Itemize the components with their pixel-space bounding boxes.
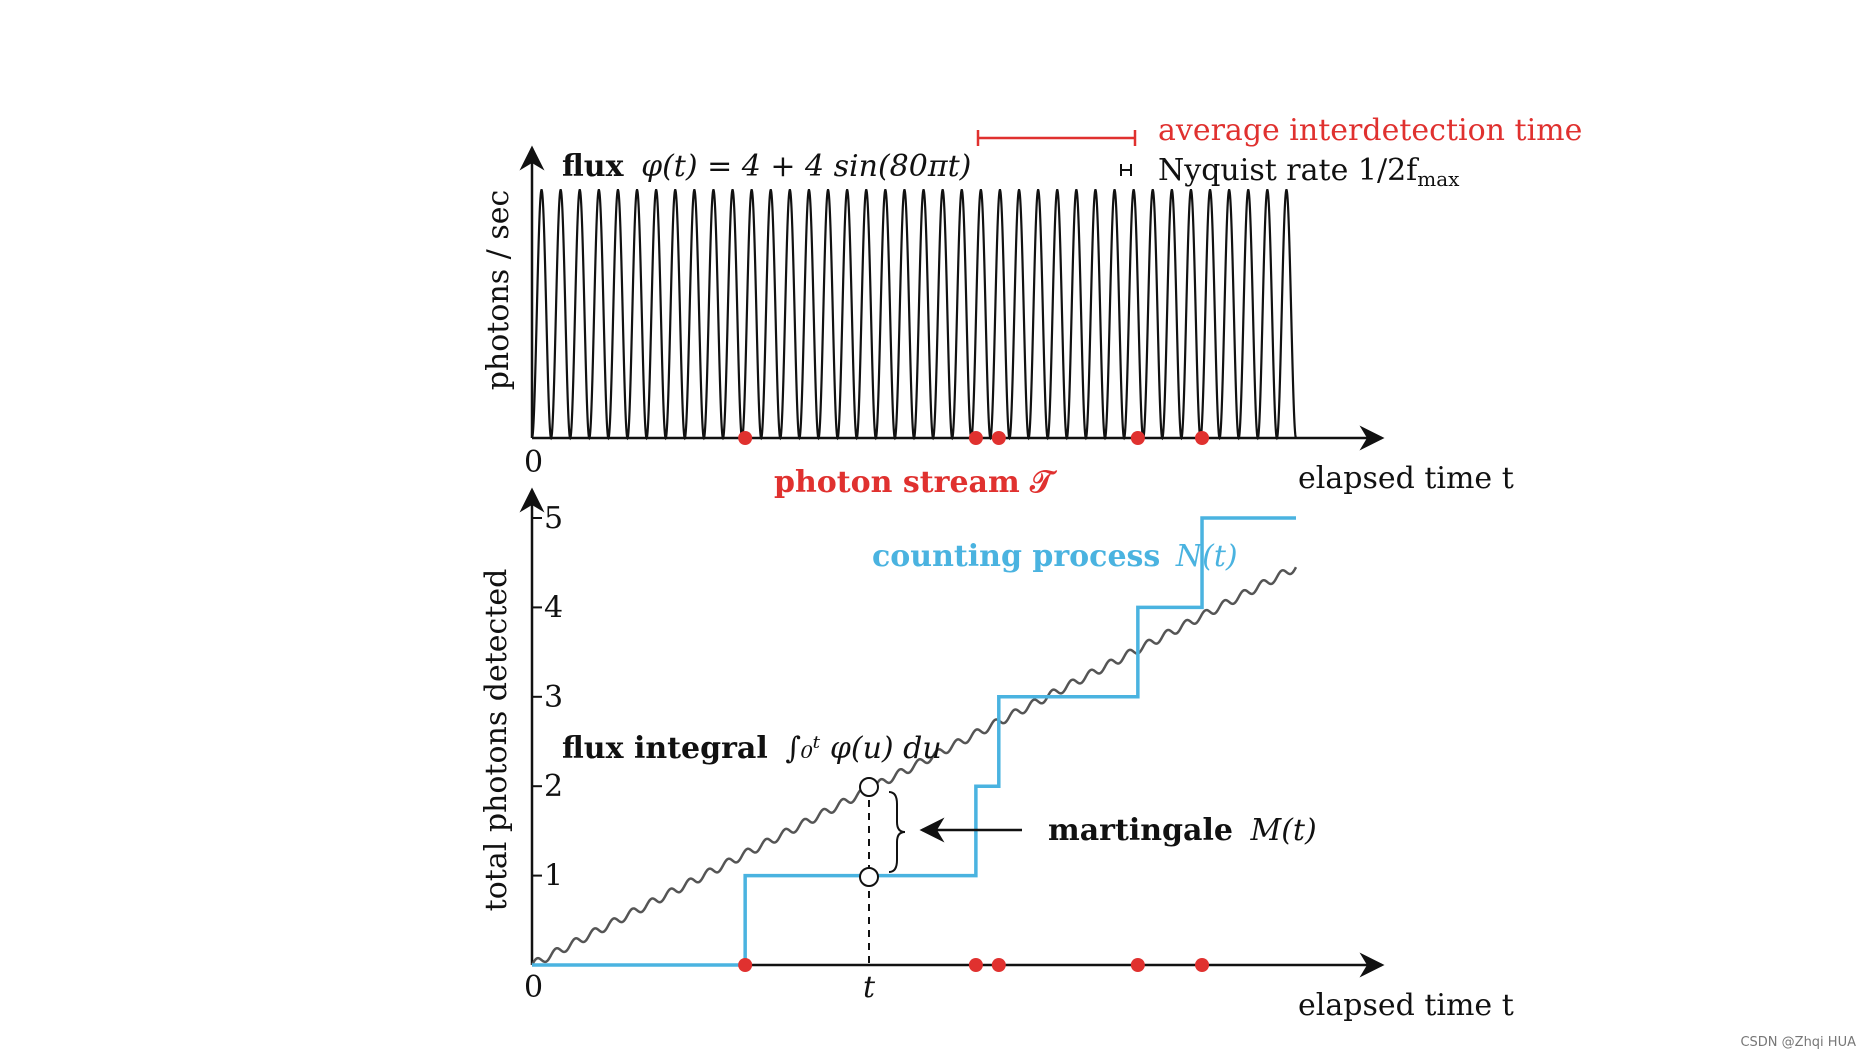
flux-bold: flux bbox=[562, 149, 625, 184]
integral-point bbox=[859, 777, 879, 797]
martingale-label: martingale M(t) bbox=[1048, 813, 1317, 848]
flux-formula: φ(t) = 4 + 4 sin(80πt) bbox=[641, 149, 971, 184]
count-point bbox=[859, 867, 879, 887]
flux-curve bbox=[531, 189, 1297, 441]
bottom-y-ticks: 1 2 3 4 5 bbox=[532, 501, 563, 894]
flux-label: flux φ(t) = 4 + 4 sin(80πt) bbox=[562, 149, 971, 184]
counting-process-step bbox=[532, 516, 1296, 967]
counting-label: counting process N(t) bbox=[872, 539, 1238, 574]
nyquist-label: Nyquist rate 1/2fmax bbox=[1158, 153, 1460, 191]
photon-dot bbox=[968, 958, 983, 972]
watermark: CSDN @Zhqi HUA bbox=[1740, 1035, 1856, 1050]
photon-dot bbox=[1195, 431, 1210, 445]
photon-dot bbox=[738, 431, 753, 445]
martingale-brace bbox=[888, 791, 906, 873]
bottom-origin: 0 bbox=[524, 970, 543, 1005]
y-tick-label: 2 bbox=[544, 769, 563, 804]
top-origin: 0 bbox=[524, 445, 543, 480]
y-tick-label: 5 bbox=[544, 501, 563, 536]
avg-label: average interdetection time bbox=[1158, 113, 1582, 148]
integral-label: flux integral ∫₀ᵗ φ(u) du bbox=[562, 731, 942, 766]
t-label: t bbox=[863, 970, 876, 1005]
photon-dot bbox=[738, 958, 753, 972]
top-panel: photons / sec 0 elapsed time t flux φ(t)… bbox=[481, 113, 1582, 500]
photon-dot bbox=[968, 431, 983, 445]
top-xlabel: elapsed time t bbox=[1298, 461, 1514, 496]
top-ylabel: photons / sec bbox=[481, 190, 516, 391]
bottom-ylabel: total photons detected bbox=[479, 569, 514, 912]
bottom-photon-dots bbox=[738, 958, 1210, 972]
photon-dot bbox=[991, 958, 1006, 972]
bottom-xlabel: elapsed time t bbox=[1298, 988, 1514, 1023]
photon-dot bbox=[991, 431, 1006, 445]
y-tick-label: 4 bbox=[544, 590, 563, 625]
photon-dot bbox=[1130, 431, 1145, 445]
y-tick-label: 3 bbox=[544, 680, 563, 715]
top-photon-dots bbox=[738, 431, 1210, 445]
flux-integral-curve bbox=[530, 566, 1298, 966]
photon-dot bbox=[1195, 958, 1210, 972]
photon-dot bbox=[1130, 958, 1145, 972]
bottom-panel: 1 2 3 4 5 total photons detected 0 elapsed t… bbox=[479, 487, 1514, 1023]
y-tick-label: 1 bbox=[544, 859, 563, 894]
stream-label: photon stream 𝒯 bbox=[774, 465, 1058, 500]
